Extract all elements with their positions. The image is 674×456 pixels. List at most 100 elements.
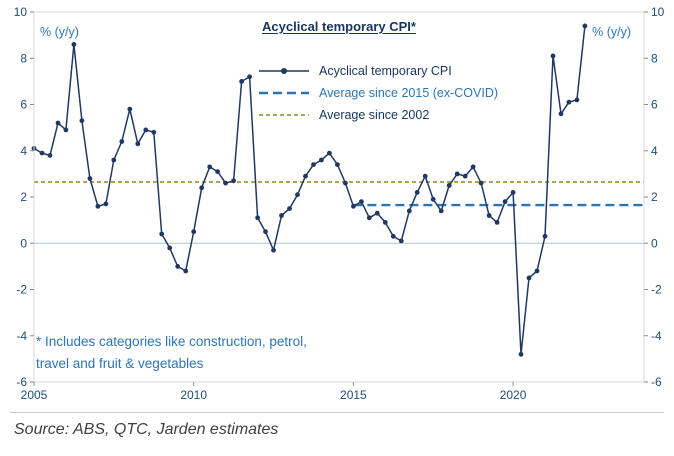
legend-label-avg-2015: Average since 2015 (ex-COVID) xyxy=(319,86,499,100)
cpi-marker xyxy=(303,173,308,179)
y-axis-unit-left: % (y/y) xyxy=(40,25,79,39)
cpi-marker xyxy=(231,178,237,184)
cpi-marker xyxy=(486,213,492,218)
cpi-marker xyxy=(510,190,516,195)
cpi-marker xyxy=(151,129,157,135)
cpi-marker xyxy=(119,139,125,144)
legend-item-avg-2015: Average since 2015 (ex-COVID) xyxy=(258,82,498,104)
y-tick-label-right: -4 xyxy=(651,329,662,343)
cpi-marker xyxy=(359,199,364,205)
cpi-marker xyxy=(143,127,149,133)
cpi-marker xyxy=(159,231,165,237)
y-tick-label-right: 6 xyxy=(651,98,658,112)
cpi-marker xyxy=(366,215,372,221)
cpi-marker xyxy=(502,199,508,205)
y-tick-label-left: 4 xyxy=(20,144,27,158)
cpi-marker xyxy=(135,141,141,147)
cpi-marker xyxy=(343,180,348,186)
y-tick-label-left: 0 xyxy=(20,236,27,250)
cpi-marker xyxy=(351,203,356,209)
legend-label-avg-2002: Average since 2002 xyxy=(319,108,430,122)
cpi-marker xyxy=(263,229,268,235)
x-tick-label: 2005 xyxy=(21,388,48,402)
cpi-marker xyxy=(207,164,213,170)
y-tick-label-right: 8 xyxy=(651,51,658,65)
cpi-marker xyxy=(470,164,476,170)
legend-item-avg-2002: Average since 2002 xyxy=(258,104,498,126)
chart-title: Acyclical temporary CPI* xyxy=(262,19,416,34)
cpi-line xyxy=(33,25,586,356)
cpi-marker xyxy=(398,238,404,244)
cpi-marker xyxy=(438,208,444,214)
cpi-marker xyxy=(534,268,540,274)
cpi-marker xyxy=(247,74,253,80)
x-tick-label: 2015 xyxy=(340,388,367,402)
cpi-marker xyxy=(494,220,500,225)
cpi-marker xyxy=(574,97,580,103)
cpi-marker xyxy=(382,220,388,225)
y-tick-label-right: 0 xyxy=(651,236,658,250)
cpi-marker xyxy=(71,42,77,47)
cpi-marker xyxy=(526,275,532,281)
cpi-marker xyxy=(582,23,588,29)
cpi-marker xyxy=(167,245,173,251)
cpi-marker xyxy=(183,268,189,274)
cpi-marker xyxy=(542,233,548,239)
cpi-marker xyxy=(215,169,221,175)
cpi-marker xyxy=(39,150,45,156)
y-tick-label-right: -2 xyxy=(651,283,662,297)
legend-item-cpi: Acyclical temporary CPI xyxy=(258,60,498,82)
legend-dashed-gold-sample-icon xyxy=(259,114,309,116)
cpi-marker xyxy=(550,53,556,59)
cpi-marker xyxy=(87,176,93,181)
cpi-markers xyxy=(31,23,588,357)
cpi-marker xyxy=(191,229,197,235)
source-bar: Source: ABS, QTC, Jarden estimates xyxy=(10,412,664,439)
y-tick-label-right: -6 xyxy=(651,375,662,389)
cpi-marker xyxy=(271,247,276,253)
footnote-line-2: travel and fruit & vegetables xyxy=(36,356,204,371)
cpi-marker xyxy=(478,180,484,186)
cpi-marker xyxy=(103,201,109,207)
x-tick-label: 2020 xyxy=(500,388,527,402)
cpi-marker xyxy=(111,157,117,163)
cpi-marker xyxy=(47,153,53,158)
chart-area: -6 -6 -4 -4 -2 -2 0 0 2 2 4 4 6 6 8 8 10 10 2005 2010 2015 20… xyxy=(14,5,665,402)
y-tick-label-left: -6 xyxy=(16,375,27,389)
y-tick-label-right: 4 xyxy=(651,144,658,158)
y-tick-label-left: 10 xyxy=(14,5,28,19)
cpi-marker xyxy=(279,213,284,218)
y-tick-label-right: 10 xyxy=(651,5,665,19)
y-tick-label-left: 2 xyxy=(20,190,27,204)
cpi-marker xyxy=(95,203,101,209)
cpi-marker xyxy=(199,185,205,191)
cpi-marker xyxy=(311,162,316,168)
cpi-marker xyxy=(127,106,133,112)
cpi-marker xyxy=(295,192,300,198)
footnote-line-1: * Includes categories like construction,… xyxy=(36,334,307,349)
cpi-marker xyxy=(566,99,572,105)
legend-dashed-blue-sample-icon xyxy=(259,91,309,95)
x-tick-label: 2010 xyxy=(180,388,207,402)
x-axis: 2005 2010 2015 2020 xyxy=(21,382,527,402)
legend-label-cpi: Acyclical temporary CPI xyxy=(319,64,452,78)
y-tick-label-right: 2 xyxy=(651,190,658,204)
cpi-marker xyxy=(63,127,69,133)
cpi-marker xyxy=(79,118,85,124)
cpi-marker xyxy=(223,180,229,186)
y-tick-label-left: 6 xyxy=(20,98,27,112)
y-tick-label-left: 8 xyxy=(20,51,27,65)
legend-line-marker-sample-icon xyxy=(259,68,309,74)
y-tick-label-left: -4 xyxy=(16,329,27,343)
cpi-marker xyxy=(239,79,245,84)
chart-footnote: * Includes categories like construction,… xyxy=(36,331,307,375)
cpi-marker xyxy=(454,171,460,177)
cpi-marker xyxy=(175,264,181,269)
y-axis: -6 -6 -4 -4 -2 -2 0 0 2 2 4 4 6 6 8 8 10 10 xyxy=(14,5,665,389)
cpi-marker xyxy=(414,190,420,195)
cpi-marker xyxy=(430,196,436,202)
cpi-marker xyxy=(446,183,452,188)
cpi-marker xyxy=(390,233,396,239)
